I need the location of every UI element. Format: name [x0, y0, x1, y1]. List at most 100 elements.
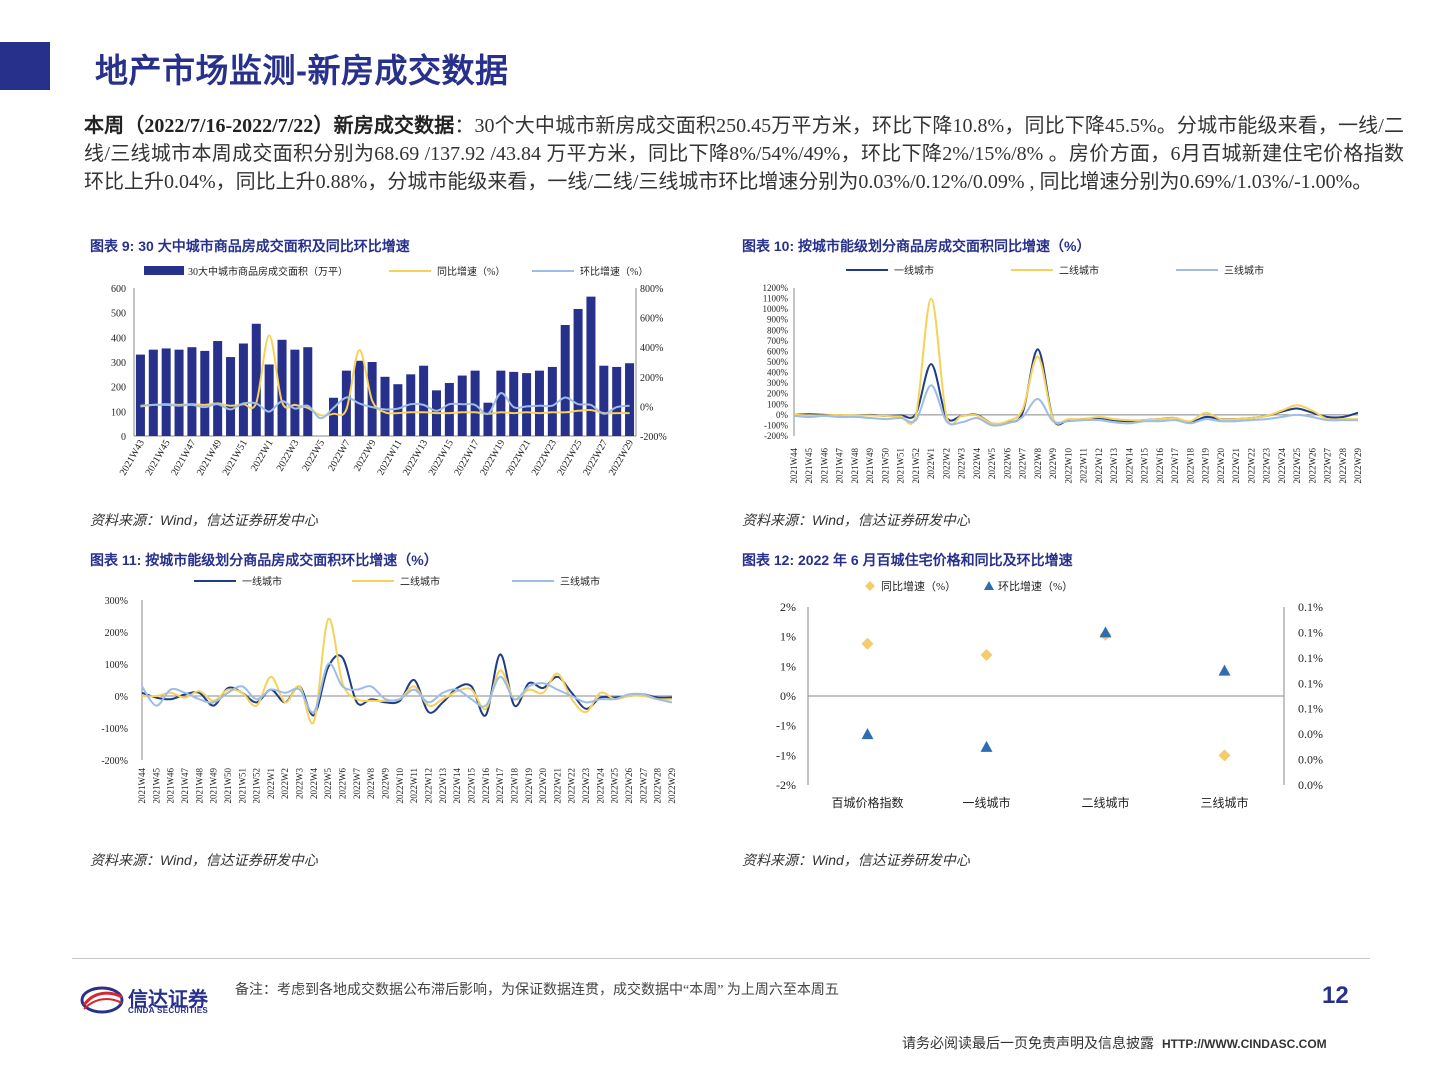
fig11-series-line — [141, 662, 673, 714]
fig11-x-tick: 2022W24 — [595, 768, 605, 804]
fig10-y-tick: 100% — [767, 399, 789, 409]
fig9-right-tick: 600% — [640, 314, 663, 325]
fig10-x-tick: 2022W29 — [1353, 448, 1363, 484]
fig11-y-tick: 100% — [105, 660, 128, 671]
fig11-x-tick: 2021W49 — [209, 768, 219, 804]
summary-paragraph: 本周（2022/7/16-2022/7/22）新房成交数据：30个大中城市新房成… — [84, 112, 1404, 196]
fig9-x-tick: 2022W21 — [504, 438, 533, 478]
fig9-bar — [586, 296, 596, 436]
fig10-legend-tier2-label: 二线城市 — [1059, 264, 1099, 277]
fig9-left-tick: 100 — [111, 407, 126, 418]
footer-note: 备注：考虑到各地成交数据公布滞后影响，为保证数据连贯，成交数据中“本周” 为上周… — [235, 983, 839, 998]
fig9-x-tick: 2022W29 — [607, 438, 636, 478]
fig9-x-tick: 2021W49 — [195, 438, 224, 478]
fig10-y-tick: 200% — [767, 389, 789, 399]
fig9-bar — [509, 371, 519, 436]
fig10-x-tick: 2021W48 — [850, 448, 860, 484]
fig10-y-tick: 300% — [767, 378, 789, 388]
fig11-x-tick: 2021W47 — [180, 768, 190, 804]
fig12-legend-mom-marker — [984, 581, 994, 590]
fig9-bar — [496, 370, 506, 436]
fig11-x-tick: 2021W46 — [166, 768, 176, 804]
fig11-x-tick: 2022W16 — [481, 768, 491, 804]
fig10-x-tick: 2022W11 — [1079, 448, 1089, 483]
fig9-x-tick: 2022W1 — [249, 438, 276, 473]
fig9-x-tick: 2022W5 — [300, 438, 327, 473]
fig9-mom-line — [140, 392, 630, 420]
fig12-left-tick: -1% — [776, 719, 796, 733]
fig11-x-tick: 2021W50 — [223, 768, 233, 804]
fig11-x-tick: 2021W45 — [151, 768, 161, 804]
fig11-x-tick: 2022W20 — [538, 768, 548, 804]
fig11-x-tick: 2021W51 — [237, 768, 247, 804]
fig9-left-tick: 0 — [121, 432, 126, 443]
fig9-title: 图表 9: 30 大中城市商品房成交面积及同比环比增速 — [90, 238, 410, 254]
fig12-left-tick: -2% — [776, 778, 796, 792]
fig11-x-tick: 2022W3 — [295, 768, 305, 799]
fig10-x-tick: 2022W14 — [1124, 448, 1134, 484]
fig10-x-tick: 2022W28 — [1338, 448, 1348, 484]
fig9-x-tick: 2021W45 — [144, 438, 173, 478]
fig11-y-tick: 300% — [105, 596, 128, 607]
fig12-right-tick: 0.1% — [1298, 625, 1323, 639]
fig9-bar — [522, 373, 532, 436]
fig10-x-tick: 2022W22 — [1246, 448, 1256, 484]
fig10-x-tick: 2022W4 — [972, 448, 982, 479]
fig9-right-tick: 800% — [640, 284, 663, 295]
fig9-right-tick: 400% — [640, 343, 663, 354]
fig11-legend-tier3-label: 三线城市 — [560, 575, 600, 588]
fig9-bar — [457, 375, 467, 436]
fig12-left-tick: 1% — [780, 659, 796, 673]
fig9-x-tick: 2021W51 — [221, 438, 250, 478]
fig10-x-tick: 2021W44 — [789, 448, 799, 484]
fig9-x-tick: 2022W13 — [401, 438, 430, 478]
fig10-x-tick: 2021W50 — [880, 448, 890, 484]
fig12-x-tick: 百城价格指数 — [831, 795, 903, 810]
fig9-bar — [599, 365, 609, 436]
fig11-series-line — [141, 653, 673, 717]
fig9-x-tick: 2021W47 — [169, 438, 198, 478]
fig11-x-tick: 2022W4 — [309, 768, 319, 799]
fig9-left-tick: 400 — [111, 333, 126, 344]
fig10-x-tick: 2022W24 — [1277, 448, 1287, 484]
fig11-x-tick: 2021W48 — [194, 768, 204, 804]
fig9-x-tick: 2022W7 — [326, 438, 353, 473]
logo-cn: 信达证券 — [128, 989, 208, 1011]
fig9-x-tick: 2022W25 — [555, 438, 584, 478]
fig10-series-line — [793, 297, 1358, 426]
fig10-x-tick: 2022W8 — [1033, 448, 1043, 479]
fig9-yoy-line — [140, 334, 630, 417]
fig10-source: 资料来源：Wind，信达证券研发中心 — [742, 512, 970, 528]
fig9-bar — [200, 350, 210, 436]
fig12-right-tick: 0.1% — [1298, 600, 1323, 614]
fig11-x-tick: 2022W1 — [266, 768, 276, 799]
fig9-bar — [470, 370, 480, 436]
website-link[interactable]: HTTP://WWW.CINDASC.COM — [1162, 1037, 1327, 1051]
fig12-x-tick: 三线城市 — [1200, 795, 1248, 810]
fig10-x-tick: 2022W13 — [1109, 448, 1119, 484]
disclaimer-text: 请务必阅读最后一页免责声明及信息披露 — [902, 1035, 1154, 1051]
fig10-y-tick: 900% — [767, 315, 789, 325]
fig10-x-tick: 2021W49 — [865, 448, 875, 484]
fig11-legend-tier1-label: 一线城市 — [242, 575, 282, 588]
fig11-x-tick: 2022W18 — [509, 768, 519, 804]
fig10-series-line — [793, 384, 1358, 427]
fig9-bar — [226, 357, 236, 436]
fig10-x-tick: 2022W27 — [1323, 448, 1333, 484]
fig9-bar — [148, 349, 158, 436]
fig11-series-line — [141, 618, 673, 725]
fig12-mom-point — [980, 740, 993, 752]
fig12-left-tick: 0% — [780, 689, 796, 703]
fig11-x-tick: 2022W28 — [653, 768, 663, 804]
fig12-mom-point — [861, 728, 874, 740]
fig10-y-tick: 1100% — [763, 294, 789, 304]
fig9-bar — [329, 397, 339, 436]
fig9-legend-area-swatch — [144, 266, 184, 275]
fig9-bar — [251, 323, 261, 436]
fig11-x-tick: 2021W52 — [252, 768, 262, 804]
fig10-y-tick: 0% — [776, 410, 789, 420]
fig11-source: 资料来源：Wind，信达证券研发中心 — [90, 852, 318, 868]
fig9-bar — [534, 370, 544, 436]
fig10-x-tick: 2021W46 — [819, 448, 829, 484]
fig9-x-tick: 2022W15 — [427, 438, 456, 478]
